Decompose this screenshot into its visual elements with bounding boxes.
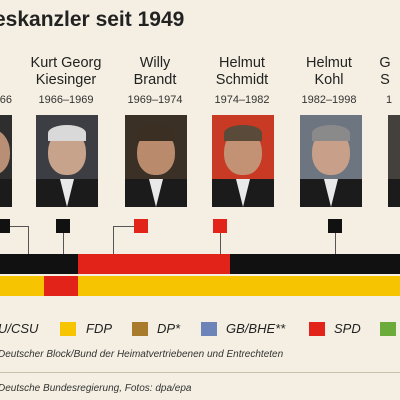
connector-line	[113, 226, 134, 227]
coalition-bar-top	[0, 254, 12, 274]
coalition-bar-top	[44, 254, 78, 274]
legend-label-fdp: FDP	[86, 321, 112, 336]
connector-line	[10, 226, 28, 227]
coalition-bar-bottom	[12, 276, 44, 296]
party-marker-0	[0, 219, 10, 233]
coalition-bar-bottom	[230, 276, 400, 296]
divider	[0, 372, 400, 373]
connector-line	[113, 226, 114, 254]
chancellor-name-5: G S	[379, 55, 391, 88]
party-marker-brandt	[134, 219, 148, 233]
legend-swatch-fdp	[60, 322, 76, 336]
coalition-bar-top	[78, 254, 230, 274]
coalition-bar-bottom	[78, 276, 230, 296]
portrait-kohl	[300, 115, 362, 207]
connector-line	[28, 226, 29, 254]
legend-swatch-gbbhe	[201, 322, 217, 336]
portrait-kiesinger	[36, 115, 98, 207]
party-marker-kiesinger	[56, 219, 70, 233]
coalition-bar-bottom	[0, 276, 12, 296]
party-marker-schmidt	[213, 219, 227, 233]
party-marker-kohl	[328, 219, 342, 233]
legend-swatch-spd	[309, 322, 325, 336]
legend-swatch-dp	[132, 322, 148, 336]
coalition-bar-top	[230, 254, 400, 274]
chancellor-name-kohl: Helmut Kohl	[306, 55, 352, 88]
chancellor-years-5: 1	[386, 94, 393, 106]
chancellor-years-kiesinger: 1966–1969	[38, 94, 94, 106]
footnote: Deutscher Block/Bund der Heimatvertriebe…	[0, 349, 284, 360]
source-credit: Deutsche Bundesregierung, Fotos: dpa/epa	[0, 383, 192, 394]
legend-label-gbbhe: GB/BHE**	[226, 321, 286, 336]
chancellor-name-brandt: Willy Brandt	[133, 55, 177, 88]
connector-line	[220, 233, 221, 254]
chancellor-name-kiesinger: Kurt Georg Kiesinger	[30, 55, 102, 88]
portrait-brandt	[125, 115, 187, 207]
portrait-schmidt	[212, 115, 274, 207]
connector-line	[63, 233, 64, 254]
coalition-bar-top	[12, 254, 44, 274]
legend-label-dp: DP*	[157, 321, 181, 336]
portrait-0	[0, 115, 12, 207]
chancellor-years-brandt: 1969–1974	[127, 94, 183, 106]
chancellor-name-schmidt: Helmut Schmidt	[215, 55, 269, 88]
legend-label-spd: SPD	[334, 321, 361, 336]
portrait-5	[388, 115, 400, 207]
chart-title: eskanzler seit 1949	[0, 8, 185, 31]
chancellor-years-kohl: 1982–1998	[301, 94, 357, 106]
connector-line	[335, 233, 336, 254]
legend-label-cdu: U/CSU	[0, 321, 39, 336]
chancellor-years-0: 66	[0, 94, 12, 106]
coalition-bar-bottom	[44, 276, 78, 296]
legend-swatch-greens	[380, 322, 396, 336]
chancellor-years-schmidt: 1974–1982	[214, 94, 270, 106]
